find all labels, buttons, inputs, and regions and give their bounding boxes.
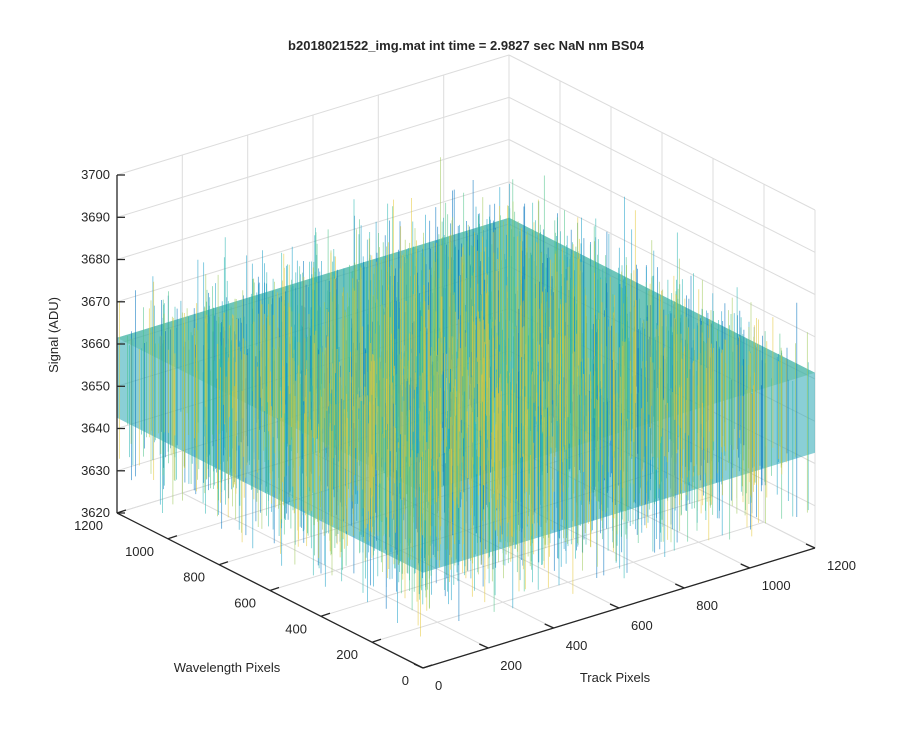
surface-plot — [117, 157, 815, 637]
y-tick-1 — [371, 638, 382, 643]
y-tick-label-3: 600 — [234, 596, 256, 611]
y-tick-3 — [269, 586, 280, 592]
z-tick-label-7: 3690 — [81, 209, 110, 224]
x-tick-3 — [609, 603, 620, 609]
y-tick-5 — [167, 535, 178, 540]
x-tick-label-3: 600 — [631, 618, 653, 633]
y-tick-label-6: 1200 — [74, 518, 103, 533]
x-tick-2 — [544, 623, 554, 629]
grid-sidewall-z-6 — [508, 139, 816, 295]
x-tick-1 — [479, 643, 489, 649]
z-tick-label-8: 3700 — [81, 167, 110, 182]
z-axis-title: Signal (ADU) — [46, 297, 61, 373]
grid-backwall-z-7 — [116, 96, 510, 218]
y-tick-label-4: 800 — [183, 570, 205, 585]
x-tick-label-0: 0 — [435, 678, 442, 693]
x-tick-label-1: 200 — [500, 658, 522, 673]
grid-sidewall-z-8 — [508, 54, 816, 211]
z-tick-label-2: 3640 — [81, 421, 110, 436]
y-tick-label-5: 1000 — [125, 544, 154, 559]
z-tick-label-4: 3660 — [81, 336, 110, 351]
x-tick-label-2: 400 — [566, 638, 588, 653]
x-tick-label-5: 1000 — [762, 578, 791, 593]
surface-strokes-5 — [119, 198, 787, 637]
z-tick-label-1: 3630 — [81, 463, 110, 478]
z-tick-label-6: 3680 — [81, 252, 110, 267]
axes — [116, 174, 816, 669]
x-tick-4 — [675, 583, 685, 589]
grid-backwall-z-6 — [116, 139, 510, 260]
x-tick-6 — [805, 543, 816, 549]
z-tick-label-5: 3670 — [81, 294, 110, 309]
y-tick-label-1: 200 — [336, 647, 358, 662]
grid-floor-y-1 — [371, 521, 765, 643]
x-tick-label-6: 1200 — [827, 558, 856, 573]
x-tick-label-4: 800 — [696, 598, 718, 613]
axis-labels: 3620 3630 3640 3650 3660 3670 3680 3690 3700 0 200… — [46, 167, 856, 693]
x-tick-5 — [740, 563, 750, 569]
y-axis-title: Wavelength Pixels — [174, 660, 281, 675]
y-tick-0 — [422, 664, 433, 669]
z-tick-label-3: 3650 — [81, 378, 110, 393]
grid-backwall-z-8 — [116, 54, 510, 176]
z-tick-label-0: 3620 — [81, 505, 110, 520]
y-tick-4 — [218, 561, 229, 566]
x-axis-title: Track Pixels — [580, 670, 651, 685]
grid-sidewall-z-5 — [508, 181, 816, 338]
y-tick-label-2: 400 — [285, 621, 307, 636]
y-tick-label-0: 0 — [402, 673, 409, 688]
grid-sidewall-z-7 — [508, 96, 816, 253]
y-tick-6 — [116, 509, 127, 514]
grid-backwall-z-5 — [116, 181, 510, 303]
x-tick-0 — [413, 663, 424, 669]
plot-title: b2018021522_img.mat int time = 2.9827 se… — [288, 38, 645, 53]
y-tick-2 — [320, 612, 331, 617]
